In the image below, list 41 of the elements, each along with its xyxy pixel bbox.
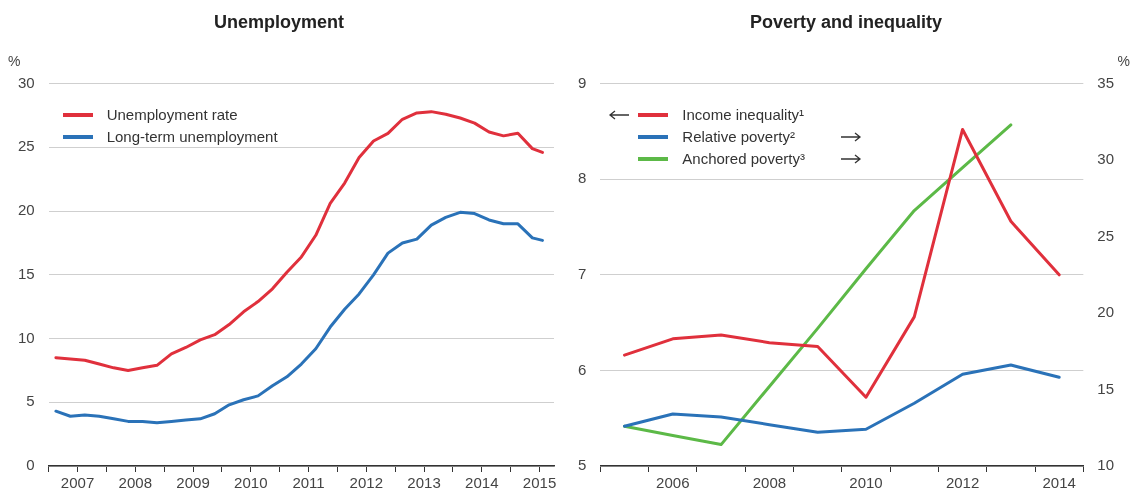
x-tick-label: 2015: [522, 474, 557, 492]
legend-label: Anchored poverty³: [682, 150, 806, 168]
legend-label: Relative poverty²: [682, 128, 796, 146]
y-tick-label: 8: [578, 169, 587, 187]
y-axis-title: %: [8, 53, 21, 70]
x-tick-label: 2014: [1042, 474, 1076, 492]
y-tick-label: 25: [18, 137, 35, 155]
y-tick-label: 20: [18, 201, 35, 219]
y-tick-label: 5: [578, 456, 587, 474]
x-tick-label: 2012: [349, 474, 383, 492]
x-tick-label: 2010: [234, 474, 268, 492]
y-tick-label: 0: [26, 456, 35, 474]
chart-title: Poverty and inequality: [749, 11, 943, 32]
legend-label: Unemployment rate: [106, 106, 238, 124]
y-tick-label: 6: [578, 360, 587, 378]
y2-tick-label: 15: [1097, 379, 1114, 397]
y-tick-label: 5: [26, 392, 35, 410]
y2-tick-label: 20: [1097, 303, 1114, 321]
y2-axis-title: %: [1117, 53, 1130, 70]
x-tick-label: 2007: [60, 474, 95, 492]
y-tick-label: 10: [18, 328, 35, 346]
y2-tick-label: 25: [1097, 226, 1114, 244]
y-tick-label: 7: [578, 264, 587, 282]
x-tick-label: 2013: [407, 474, 441, 492]
legend-label: Income inequality¹: [682, 106, 806, 124]
x-tick-label: 2009: [176, 474, 210, 492]
y2-tick-label: 30: [1097, 150, 1114, 168]
y-tick-label: 15: [18, 264, 35, 282]
y2-tick-label: 10: [1097, 456, 1114, 474]
y-tick-label: 9: [578, 73, 587, 91]
x-tick-label: 2011: [292, 474, 325, 492]
x-tick-label: 2006: [656, 474, 690, 492]
y-tick-label: 30: [18, 73, 35, 91]
x-tick-label: 2010: [849, 474, 883, 492]
x-tick-label: 2008: [752, 474, 787, 492]
x-tick-label: 2008: [118, 474, 152, 492]
x-tick-label: 2012: [945, 474, 980, 492]
x-tick-label: 2014: [465, 474, 499, 492]
chart-title: Unemployment: [213, 11, 345, 32]
legend-label: Long-term unemployment: [106, 128, 278, 146]
y2-tick-label: 35: [1097, 73, 1114, 91]
